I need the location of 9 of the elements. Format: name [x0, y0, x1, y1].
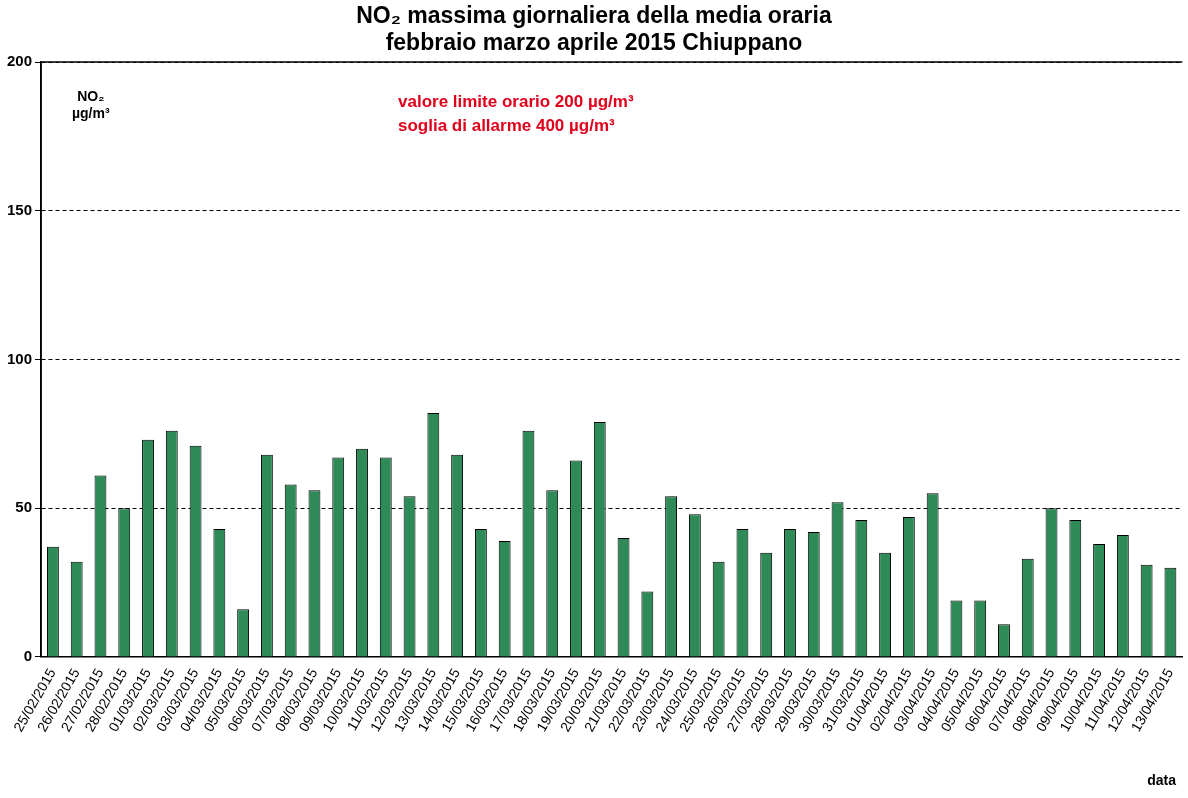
y-tick-label: 200: [7, 52, 33, 70]
x-axis-title: data: [1147, 772, 1176, 788]
y-tick-label: 50: [15, 498, 33, 516]
annotation: valore limite orario 200 µg/m³ soglia di allarme 400 µg/m³: [398, 91, 634, 137]
y-tick-label: 150: [7, 200, 33, 218]
chart-title: NO₂ massima giornaliera della media oraria febbraio marzo aprile 2015 Chiuppano: [356, 2, 832, 55]
y-tick-label: 0: [23, 647, 33, 665]
y-tick-label: 100: [7, 349, 33, 367]
y-axis-title: NO₂ µg/m³: [72, 88, 110, 122]
